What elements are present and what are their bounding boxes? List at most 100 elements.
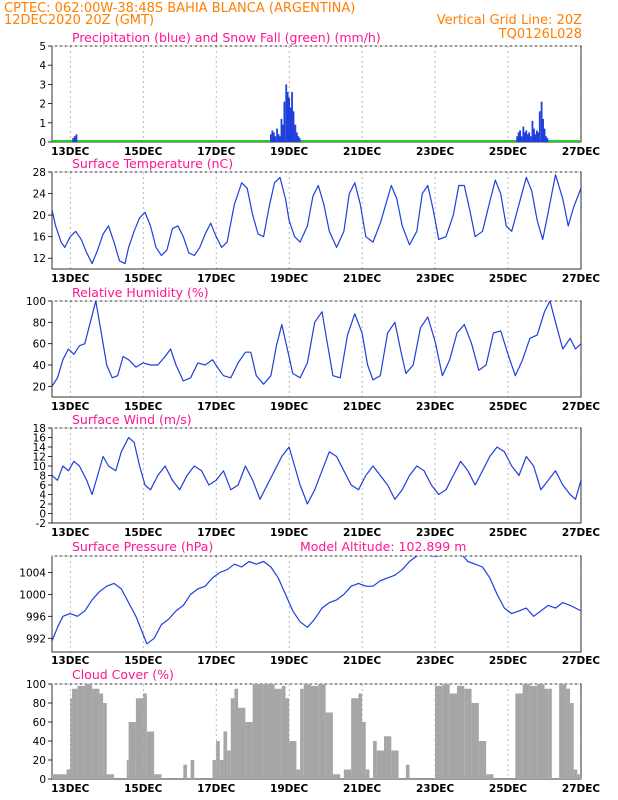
precip-bar [516, 136, 519, 142]
cloud-bar [303, 684, 312, 779]
precip-bar [75, 134, 78, 142]
panel-cloud: 13DEC 15DEC 17DEC 19DEC 21DEC 23DEC 25DEC 27DEC… [26, 667, 600, 795]
y-tick-label: 40 [33, 736, 46, 748]
x-tick-label: 25DEC [489, 527, 528, 539]
cloud-bar [522, 684, 530, 779]
y-tick-label: 20 [33, 755, 46, 767]
x-tick-label: 13DEC [51, 527, 90, 539]
cloud-bar [442, 684, 450, 779]
cloud-bar [219, 760, 224, 779]
x-tick-label: 21DEC [343, 527, 382, 539]
x-tick-label: 19DEC [270, 273, 309, 285]
cloud-bar [146, 731, 155, 779]
x-tick-label: 21DEC [343, 401, 382, 413]
precip-bar [528, 132, 531, 142]
x-tick-label: 15DEC [124, 401, 163, 413]
precip-bar [533, 128, 535, 142]
y-tick-label: 6 [39, 480, 46, 492]
x-tick-label: 23DEC [416, 783, 455, 795]
precip-bar [523, 132, 526, 142]
x-tick-label: 15DEC [124, 655, 163, 667]
y-tick-label: 60 [33, 339, 46, 351]
x-tick-label: 19DEC [270, 401, 309, 413]
pressure-series-line [52, 556, 581, 645]
x-tick-label: 25DEC [489, 273, 528, 285]
cloud-bar [486, 774, 494, 779]
cloud-bar [223, 731, 228, 779]
cloud-bar [365, 769, 370, 779]
precip-bar [298, 138, 301, 142]
precip-bar [538, 111, 541, 142]
header-model-id: TQ0126L028 [498, 27, 582, 42]
panel-pressure: 13DEC 15DEC 17DEC 19DEC 21DEC 23DEC 25DEC 27DEC… [19, 539, 600, 667]
precip-bar [289, 107, 292, 142]
y-tick-label: 3 [39, 79, 46, 91]
cloud-bar [230, 698, 235, 779]
header-datetime: 12DEC2020 20Z (GMT) [4, 13, 154, 28]
cloud-bar [544, 688, 549, 779]
panel-title: Relative Humidity (%) [72, 285, 209, 300]
x-tick-label: 25DEC [489, 655, 528, 667]
x-tick-label: 27DEC [562, 273, 601, 285]
cloud-bar [245, 722, 253, 779]
cloud-bar [478, 741, 487, 779]
y-tick-label: 2 [39, 99, 46, 111]
x-tick-label: 27DEC [562, 655, 601, 667]
x-tick-label: 17DEC [197, 401, 236, 413]
cloud-bar [376, 750, 384, 779]
cloud-bar [103, 703, 107, 779]
precip-bar [522, 126, 525, 142]
x-tick-label: 19DEC [270, 146, 309, 158]
cloud-bar [548, 688, 552, 779]
cloud-bar [52, 774, 67, 779]
precip-bar [542, 118, 544, 142]
cloud-bar [332, 774, 341, 779]
cloud-bar [263, 684, 275, 779]
precip-bar [520, 136, 523, 142]
cloud-bar [289, 741, 297, 779]
cloud-bar [300, 688, 304, 779]
precip-bar [286, 92, 289, 142]
y-tick-label: 1004 [19, 567, 46, 579]
cloud-bar [351, 698, 359, 779]
precip-bar [537, 132, 540, 142]
precip-bar [283, 101, 286, 142]
y-tick-label: 2 [39, 499, 46, 511]
panel-wind: 13DEC 15DEC 17DEC 19DEC 21DEC 23DEC 25DEC 27DEC… [33, 412, 601, 539]
precip-bar [288, 97, 291, 142]
precip-bar [545, 136, 547, 142]
precip-bar [279, 136, 281, 142]
panels: 13DEC 15DEC 17DEC 19DEC 21DEC 23DEC 25DEC 27DEC… [19, 30, 600, 795]
precip-bar [73, 136, 76, 142]
y-tick-label: 1 [39, 118, 46, 130]
cloud-bar [216, 741, 220, 779]
precip-bar [546, 138, 549, 142]
precip-bar [517, 132, 520, 142]
cloud-bar [126, 760, 129, 779]
cloud-bar [99, 693, 104, 779]
x-tick-label: 23DEC [416, 401, 455, 413]
plot-frame [51, 45, 582, 143]
precip-bar [269, 134, 272, 142]
precip-bar [280, 118, 283, 142]
humidity-series-line [52, 301, 581, 387]
x-tick-label: 17DEC [197, 655, 236, 667]
precip-bar [291, 92, 293, 142]
cloud-bar [238, 707, 246, 779]
y-tick-label: 60 [33, 717, 46, 729]
x-tick-label: 25DEC [489, 783, 528, 795]
cloud-bar [154, 774, 162, 779]
panel-temperature: 13DEC 15DEC 17DEC 19DEC 21DEC 23DEC 25DEC 27DEC… [33, 156, 601, 285]
cloud-bar [325, 712, 333, 779]
panel-humidity: 13DEC 15DEC 17DEC 19DEC 21DEC 23DEC 25DEC 27DEC… [26, 285, 600, 413]
x-tick-label: 13DEC [51, 273, 90, 285]
x-tick-label: 15DEC [124, 273, 163, 285]
panel-precipitation: 13DEC 15DEC 17DEC 19DEC 21DEC 23DEC 25DEC 27DEC… [39, 30, 600, 158]
cloud-bar [106, 774, 115, 779]
cloud-bar [573, 769, 578, 779]
y-tick-label: 16 [33, 433, 47, 445]
x-tick-label: 23DEC [416, 527, 455, 539]
cloud-bar [190, 760, 195, 779]
x-tick-label: 15DEC [124, 527, 163, 539]
